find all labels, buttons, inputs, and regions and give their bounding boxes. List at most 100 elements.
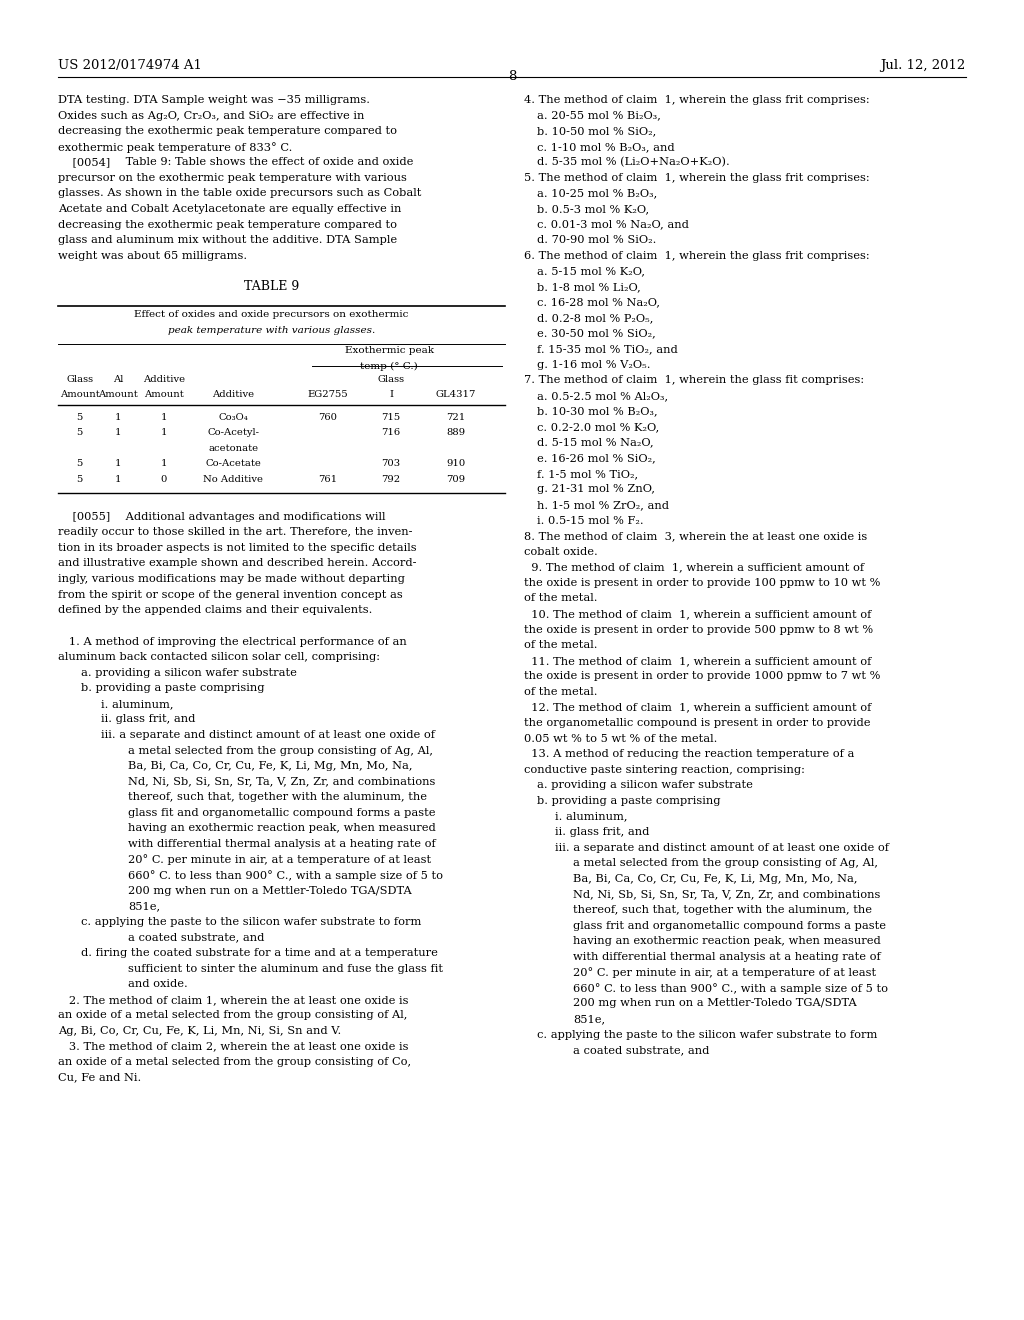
Text: glass frit and organometallic compound forms a paste: glass frit and organometallic compound f…	[573, 920, 887, 931]
Text: sufficient to sinter the aluminum and fuse the glass fit: sufficient to sinter the aluminum and fu…	[128, 964, 443, 974]
Text: d. 0.2-8 mol % P₂O₅,: d. 0.2-8 mol % P₂O₅,	[537, 313, 653, 323]
Text: 1: 1	[161, 413, 167, 421]
Text: Oxides such as Ag₂O, Cr₂O₃, and SiO₂ are effective in: Oxides such as Ag₂O, Cr₂O₃, and SiO₂ are…	[58, 111, 365, 120]
Text: 5: 5	[77, 475, 83, 484]
Text: the organometallic compound is present in order to provide: the organometallic compound is present i…	[524, 718, 870, 729]
Text: a. 5-15 mol % K₂O,: a. 5-15 mol % K₂O,	[537, 267, 644, 276]
Text: 851e,: 851e,	[128, 902, 160, 911]
Text: the oxide is present in order to provide 1000 ppmw to 7 wt %: the oxide is present in order to provide…	[524, 672, 881, 681]
Text: Table 9: Table shows the effect of oxide and oxide: Table 9: Table shows the effect of oxide…	[122, 157, 414, 168]
Text: c. applying the paste to the silicon wafer substrate to form: c. applying the paste to the silicon waf…	[81, 917, 421, 927]
Text: 10. The method of claim  1, wherein a sufficient amount of: 10. The method of claim 1, wherein a suf…	[524, 609, 871, 619]
Text: of the metal.: of the metal.	[524, 686, 598, 697]
Text: GL4317: GL4317	[435, 391, 476, 400]
Text: [0054]: [0054]	[58, 157, 111, 168]
Text: c. applying the paste to the silicon wafer substrate to form: c. applying the paste to the silicon waf…	[537, 1030, 877, 1040]
Text: precursor on the exothermic peak temperature with various: precursor on the exothermic peak tempera…	[58, 173, 408, 183]
Text: 200 mg when run on a Mettler-Toledo TGA/SDTA: 200 mg when run on a Mettler-Toledo TGA/…	[128, 886, 412, 896]
Text: ii. glass frit, and: ii. glass frit, and	[101, 714, 196, 725]
Text: 11. The method of claim  1, wherein a sufficient amount of: 11. The method of claim 1, wherein a suf…	[524, 656, 871, 665]
Text: a coated substrate, and: a coated substrate, and	[573, 1045, 710, 1055]
Text: weight was about 65 milligrams.: weight was about 65 milligrams.	[58, 251, 248, 261]
Text: Acetate and Cobalt Acetylacetonate are equally effective in: Acetate and Cobalt Acetylacetonate are e…	[58, 205, 401, 214]
Text: 5: 5	[77, 413, 83, 421]
Text: ingly, various modifications may be made without departing: ingly, various modifications may be made…	[58, 574, 406, 583]
Text: 20° C. per minute in air, at a temperature of at least: 20° C. per minute in air, at a temperatu…	[573, 968, 877, 978]
Text: the oxide is present in order to provide 100 ppmw to 10 wt %: the oxide is present in order to provide…	[524, 578, 881, 587]
Text: i. 0.5-15 mol % F₂.: i. 0.5-15 mol % F₂.	[537, 516, 643, 525]
Text: Amount: Amount	[144, 391, 183, 400]
Text: peak temperature with various glasses.: peak temperature with various glasses.	[168, 326, 375, 334]
Text: d. 5-15 mol % Na₂O,: d. 5-15 mol % Na₂O,	[537, 438, 653, 447]
Text: Additional advantages and modifications will: Additional advantages and modifications …	[122, 512, 385, 521]
Text: c. 16-28 mol % Na₂O,: c. 16-28 mol % Na₂O,	[537, 297, 659, 308]
Text: Co-Acetate: Co-Acetate	[206, 459, 261, 469]
Text: 721: 721	[446, 413, 465, 421]
Text: exothermic peak temperature of 833° C.: exothermic peak temperature of 833° C.	[58, 141, 293, 153]
Text: 761: 761	[318, 475, 337, 484]
Text: 910: 910	[446, 459, 465, 469]
Text: b. 0.5-3 mol % K₂O,: b. 0.5-3 mol % K₂O,	[537, 205, 648, 214]
Text: d. 70-90 mol % SiO₂.: d. 70-90 mol % SiO₂.	[537, 235, 656, 246]
Text: c. 0.01-3 mol % Na₂O, and: c. 0.01-3 mol % Na₂O, and	[537, 219, 688, 230]
Text: f. 1-5 mol % TiO₂,: f. 1-5 mol % TiO₂,	[537, 469, 638, 479]
Text: thereof, such that, together with the aluminum, the: thereof, such that, together with the al…	[573, 906, 872, 915]
Text: an oxide of a metal selected from the group consisting of Co,: an oxide of a metal selected from the gr…	[58, 1057, 412, 1067]
Text: with differential thermal analysis at a heating rate of: with differential thermal analysis at a …	[128, 840, 436, 849]
Text: c. 0.2-2.0 mol % K₂O,: c. 0.2-2.0 mol % K₂O,	[537, 422, 658, 432]
Text: i. aluminum,: i. aluminum,	[555, 812, 628, 821]
Text: thereof, such that, together with the aluminum, the: thereof, such that, together with the al…	[128, 792, 427, 803]
Text: h. 1-5 mol % ZrO₂, and: h. 1-5 mol % ZrO₂, and	[537, 500, 669, 510]
Text: Ba, Bi, Ca, Co, Cr, Cu, Fe, K, Li, Mg, Mn, Mo, Na,: Ba, Bi, Ca, Co, Cr, Cu, Fe, K, Li, Mg, M…	[573, 874, 858, 884]
Text: e. 16-26 mol % SiO₂,: e. 16-26 mol % SiO₂,	[537, 453, 655, 463]
Text: aluminum back contacted silicon solar cell, comprising:: aluminum back contacted silicon solar ce…	[58, 652, 380, 663]
Text: a. 10-25 mol % B₂O₃,: a. 10-25 mol % B₂O₃,	[537, 189, 656, 198]
Text: b. providing a paste comprising: b. providing a paste comprising	[537, 796, 720, 807]
Text: iii. a separate and distinct amount of at least one oxide of: iii. a separate and distinct amount of a…	[555, 842, 889, 853]
Text: EG2755: EG2755	[307, 391, 348, 400]
Text: 1. A method of improving the electrical performance of an: 1. A method of improving the electrical …	[58, 636, 408, 647]
Text: 715: 715	[382, 413, 400, 421]
Text: Cu, Fe and Ni.: Cu, Fe and Ni.	[58, 1073, 141, 1082]
Text: I: I	[389, 391, 393, 400]
Text: a. providing a silicon wafer substrate: a. providing a silicon wafer substrate	[537, 780, 753, 791]
Text: temp (° C.): temp (° C.)	[360, 362, 418, 371]
Text: 0: 0	[161, 475, 167, 484]
Text: d. 5-35 mol % (Li₂O+Na₂O+K₂O).: d. 5-35 mol % (Li₂O+Na₂O+K₂O).	[537, 157, 729, 168]
Text: 12. The method of claim  1, wherein a sufficient amount of: 12. The method of claim 1, wherein a suf…	[524, 702, 871, 713]
Text: 13. A method of reducing the reaction temperature of a: 13. A method of reducing the reaction te…	[524, 750, 855, 759]
Text: 660° C. to less than 900° C., with a sample size of 5 to: 660° C. to less than 900° C., with a sam…	[573, 983, 889, 994]
Text: Ag, Bi, Co, Cr, Cu, Fe, K, Li, Mn, Ni, Si, Sn and V.: Ag, Bi, Co, Cr, Cu, Fe, K, Li, Mn, Ni, S…	[58, 1026, 342, 1036]
Text: cobalt oxide.: cobalt oxide.	[524, 546, 598, 557]
Text: 1: 1	[161, 459, 167, 469]
Text: b. 10-50 mol % SiO₂,: b. 10-50 mol % SiO₂,	[537, 127, 655, 136]
Text: of the metal.: of the metal.	[524, 640, 598, 651]
Text: b. providing a paste comprising: b. providing a paste comprising	[81, 684, 264, 693]
Text: a. 20-55 mol % Bi₂O₃,: a. 20-55 mol % Bi₂O₃,	[537, 111, 660, 120]
Text: Jul. 12, 2012: Jul. 12, 2012	[881, 59, 966, 73]
Text: c. 1-10 mol % B₂O₃, and: c. 1-10 mol % B₂O₃, and	[537, 141, 674, 152]
Text: 889: 889	[446, 428, 465, 437]
Text: glass fit and organometallic compound forms a paste: glass fit and organometallic compound fo…	[128, 808, 435, 818]
Text: 709: 709	[446, 475, 465, 484]
Text: 1: 1	[115, 428, 121, 437]
Text: defined by the appended claims and their equivalents.: defined by the appended claims and their…	[58, 605, 373, 615]
Text: acetonate: acetonate	[209, 444, 258, 453]
Text: glass and aluminum mix without the additive. DTA Sample: glass and aluminum mix without the addit…	[58, 235, 397, 246]
Text: Co-Acetyl-: Co-Acetyl-	[208, 428, 259, 437]
Text: 200 mg when run on a Mettler-Toledo TGA/SDTA: 200 mg when run on a Mettler-Toledo TGA/…	[573, 998, 857, 1008]
Text: decreasing the exothermic peak temperature compared to: decreasing the exothermic peak temperatu…	[58, 127, 397, 136]
Text: f. 15-35 mol % TiO₂, and: f. 15-35 mol % TiO₂, and	[537, 345, 677, 354]
Text: a coated substrate, and: a coated substrate, and	[128, 932, 264, 942]
Text: Al: Al	[113, 375, 123, 384]
Text: iii. a separate and distinct amount of at least one oxide of: iii. a separate and distinct amount of a…	[101, 730, 435, 741]
Text: No Additive: No Additive	[204, 475, 263, 484]
Text: 8: 8	[508, 70, 516, 83]
Text: 3. The method of claim 2, wherein the at least one oxide is: 3. The method of claim 2, wherein the at…	[58, 1041, 409, 1052]
Text: 716: 716	[382, 428, 400, 437]
Text: having an exothermic reaction peak, when measured: having an exothermic reaction peak, when…	[128, 824, 436, 833]
Text: decreasing the exothermic peak temperature compared to: decreasing the exothermic peak temperatu…	[58, 219, 397, 230]
Text: 5: 5	[77, 428, 83, 437]
Text: DTA testing. DTA Sample weight was −35 milligrams.: DTA testing. DTA Sample weight was −35 m…	[58, 95, 371, 106]
Text: Amount: Amount	[60, 391, 99, 400]
